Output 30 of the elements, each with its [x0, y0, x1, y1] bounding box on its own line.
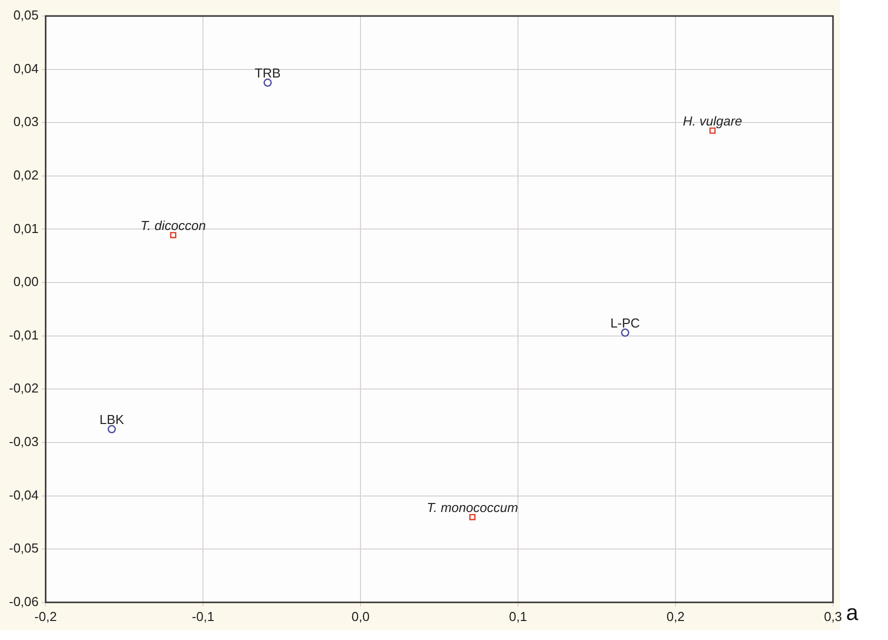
y-tick-label: 0,03 — [13, 114, 39, 130]
text: a — [846, 600, 858, 626]
annotation: T. dicoccon — [140, 218, 206, 234]
point — [620, 328, 630, 337]
x-tick-label: 0,3 — [824, 608, 842, 624]
y-tick-label: -0,03 — [8, 434, 39, 450]
annotation: L-PC — [610, 316, 640, 331]
annotation: H. vulgare — [682, 114, 742, 129]
annotation: TRB — [254, 66, 281, 81]
x-tick-label: 0,0 — [352, 608, 370, 624]
x-tick-label: -0,2 — [34, 608, 57, 624]
x-tick-label: -0,1 — [192, 608, 214, 624]
y-tick-label: -0,02 — [8, 380, 39, 396]
y-tick-label: 0,05 — [13, 8, 39, 23]
y-tick-label: 0,02 — [13, 168, 39, 183]
point — [264, 78, 272, 87]
y-tick-label: 0,04 — [13, 60, 39, 76]
y-tick-label: 0,00 — [13, 274, 39, 290]
point — [469, 514, 476, 520]
y-tick-label: -0,05 — [8, 540, 39, 556]
y-tick-label: -0,01 — [8, 327, 39, 342]
x-tick-label: 0,1 — [509, 608, 528, 624]
y-tick-label: 0,01 — [13, 220, 39, 236]
x-tick-label: 0,2 — [666, 608, 685, 624]
annotation: LBK — [99, 412, 124, 428]
y-tick-label: -0,04 — [8, 487, 39, 502]
point — [170, 232, 176, 238]
annotation: T. monococcum — [426, 500, 518, 516]
y-tick-label: -0,06 — [8, 594, 39, 609]
point — [108, 424, 116, 434]
